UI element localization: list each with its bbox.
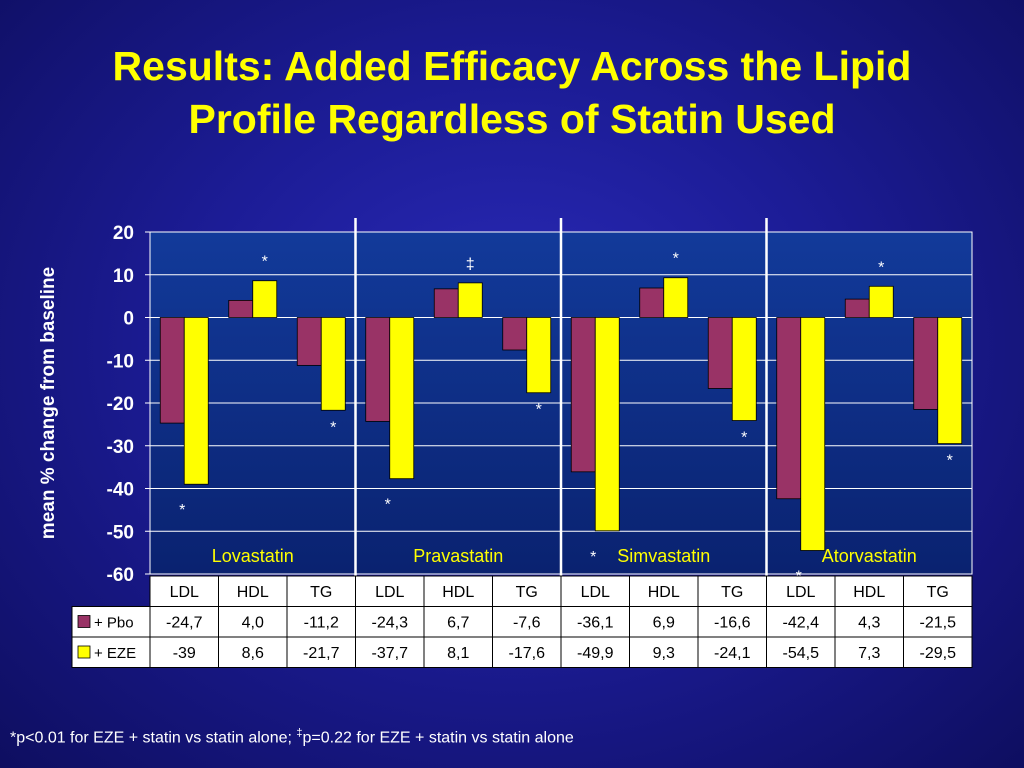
legend-swatch-eze xyxy=(77,645,91,659)
bar-eze xyxy=(663,277,689,318)
table-header-cell: TG xyxy=(927,584,949,601)
table-header-cell: LDL xyxy=(786,584,815,601)
table-value-cell: -24,7 xyxy=(166,615,203,632)
bar-eze xyxy=(868,285,894,318)
table-value-cell: 8,6 xyxy=(242,645,264,662)
table-value-cell: 6,7 xyxy=(447,615,469,632)
bar-pbo xyxy=(228,299,254,318)
table-value-cell: -36,1 xyxy=(577,615,614,632)
y-tick-label: -30 xyxy=(107,437,134,458)
table-value-cell: -7,6 xyxy=(513,615,541,632)
page-title: Results: Added Efficacy Across the Lipid… xyxy=(0,40,1024,146)
table-value-cell: -37,7 xyxy=(372,645,409,662)
table-value-cell: 4,0 xyxy=(242,615,264,632)
table-header-cell: TG xyxy=(516,584,538,601)
y-tick-label: -60 xyxy=(107,565,134,586)
y-tick-label: 20 xyxy=(113,223,134,244)
group-label: Simvastatin xyxy=(617,546,710,566)
table-header-cell: LDL xyxy=(581,584,610,601)
bar-pbo xyxy=(913,317,939,410)
table-header-cell: HDL xyxy=(442,584,474,601)
y-axis-label: mean % change from baseline xyxy=(38,267,59,539)
table-header-cell: HDL xyxy=(237,584,269,601)
table-header-cell: LDL xyxy=(375,584,404,601)
bar-eze xyxy=(252,280,278,318)
table-value-cell: -11,2 xyxy=(304,615,339,632)
table-value-cell: -54,5 xyxy=(783,645,820,662)
group-label: Lovastatin xyxy=(212,546,294,566)
table-value-cell: -29,5 xyxy=(920,645,957,662)
table-value-cell: -24,1 xyxy=(714,645,751,662)
bar-eze xyxy=(800,317,826,551)
table-value-cell: 4,3 xyxy=(858,615,880,632)
y-tick-label: -40 xyxy=(107,480,134,501)
bar-eze xyxy=(526,317,552,394)
table-value-cell: 7,3 xyxy=(858,645,880,662)
legend-swatch-pbo xyxy=(77,615,91,628)
bar-pbo xyxy=(776,317,802,500)
bar-eze xyxy=(731,317,757,421)
y-tick-label: -20 xyxy=(107,394,134,415)
significance-marker: * xyxy=(179,502,185,519)
bar-eze xyxy=(594,317,620,532)
bar-pbo xyxy=(296,317,322,366)
table-value-cell: 8,1 xyxy=(447,645,469,662)
significance-marker: * xyxy=(878,259,884,276)
significance-marker: ‡ xyxy=(466,256,475,273)
bar-eze xyxy=(937,317,963,445)
table-value-cell: -17,6 xyxy=(509,645,546,662)
bar-pbo xyxy=(502,317,528,351)
y-tick-label: 0 xyxy=(123,309,134,330)
bar-pbo xyxy=(570,317,596,473)
title-line-2: Profile Regardless of Statin Used xyxy=(188,96,836,142)
bar-eze xyxy=(457,282,483,318)
table-value-cell: -21,5 xyxy=(920,615,957,632)
bar-eze xyxy=(183,317,209,485)
table-value-cell: 9,3 xyxy=(653,645,675,662)
table-header-cell: HDL xyxy=(648,584,680,601)
significance-marker: * xyxy=(590,549,596,566)
table-value-cell: -42,4 xyxy=(783,615,820,632)
significance-marker: * xyxy=(536,402,542,419)
group-label: Pravastatin xyxy=(413,546,503,566)
bar-pbo xyxy=(707,317,733,389)
bar-chart: 20 10 0 -10 -20 -30 -40 -50 -60 mean % change fro… xyxy=(38,223,973,668)
footnote: *p<0.01 for EZE + statin vs statin alone… xyxy=(10,724,690,747)
table-value-cell: -39 xyxy=(173,645,196,662)
bar-pbo xyxy=(433,288,459,318)
footnote-dagger: ‡ xyxy=(296,727,303,739)
bar-pbo xyxy=(639,287,665,318)
table-value-cell: -24,3 xyxy=(372,615,409,632)
significance-marker: * xyxy=(741,430,747,447)
bar-pbo xyxy=(159,317,185,424)
table-header-cell: TG xyxy=(310,584,332,601)
bar-pbo xyxy=(844,298,870,318)
y-tick-label: -10 xyxy=(107,351,134,372)
significance-marker: * xyxy=(330,419,336,436)
significance-marker: * xyxy=(385,497,391,514)
legend-label: + EZE xyxy=(94,645,136,662)
table-value-cell: -16,6 xyxy=(714,615,751,632)
significance-marker: * xyxy=(673,251,679,268)
table-value-cell: -21,7 xyxy=(303,645,340,662)
table-header-cell: HDL xyxy=(853,584,885,601)
y-tick-label: -50 xyxy=(107,522,134,543)
y-tick-label: 10 xyxy=(113,266,134,287)
table-header-cell: TG xyxy=(721,584,743,601)
footnote-text-2: p=0.22 for EZE + statin vs statin alone xyxy=(302,729,574,747)
title-line-1: Results: Added Efficacy Across the Lipid xyxy=(112,43,912,89)
significance-marker: * xyxy=(262,254,268,271)
bar-eze xyxy=(320,317,346,411)
table-value-cell: 6,9 xyxy=(653,615,675,632)
bar-eze xyxy=(389,317,415,480)
group-label: Atorvastatin xyxy=(822,546,917,566)
legend-label: + Pbo xyxy=(94,615,134,632)
footnote-text-1: *p<0.01 for EZE + statin vs statin alone… xyxy=(10,729,297,747)
table-header-cell: LDL xyxy=(170,584,199,601)
bar-pbo xyxy=(365,317,391,422)
table-value-cell: -49,9 xyxy=(577,645,614,662)
significance-marker: * xyxy=(947,453,953,470)
